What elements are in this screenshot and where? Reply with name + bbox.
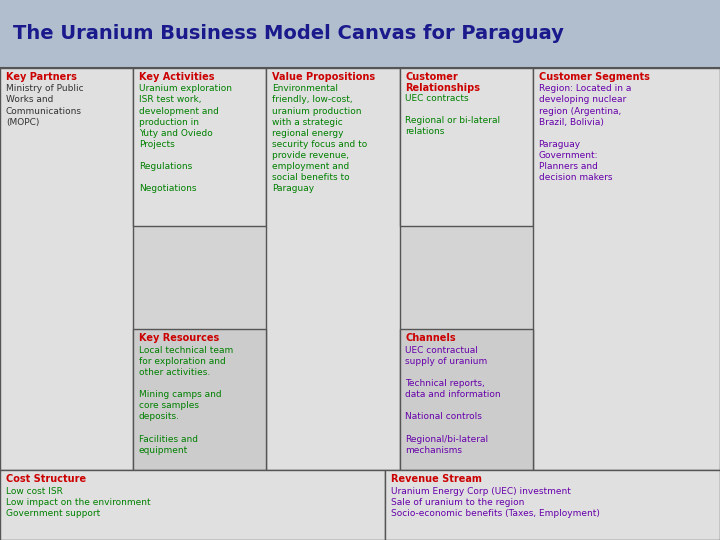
Bar: [266, 68, 400, 470]
Bar: [400, 329, 533, 470]
Bar: [133, 329, 266, 470]
Text: UEC contractual
supply of uranium

Technical reports,
data and information

Nati: UEC contractual supply of uranium Techni…: [405, 346, 501, 455]
Text: Key Activities: Key Activities: [139, 72, 215, 82]
Bar: [400, 68, 533, 226]
Bar: [0, 470, 385, 540]
Text: Ministry of Public
Works and
Communications
(MOPC): Ministry of Public Works and Communicati…: [6, 84, 84, 126]
Text: Uranium Energy Corp (UEC) investment
Sale of uranium to the region
Socio-economi: Uranium Energy Corp (UEC) investment Sal…: [391, 487, 600, 518]
Text: Uranium exploration
ISR test work,
development and
production in
Yuty and Oviedo: Uranium exploration ISR test work, devel…: [139, 84, 232, 193]
Text: Customer
Relationships: Customer Relationships: [405, 72, 480, 93]
Text: The Uranium Business Model Canvas for Paraguay: The Uranium Business Model Canvas for Pa…: [13, 24, 564, 43]
Text: Local technical team
for exploration and
other activities.

Mining camps and
cor: Local technical team for exploration and…: [139, 346, 233, 455]
Text: Revenue Stream: Revenue Stream: [391, 474, 482, 484]
Bar: [533, 68, 720, 470]
Bar: [0, 68, 133, 470]
Text: Key Partners: Key Partners: [6, 72, 76, 82]
Text: Low cost ISR
Low impact on the environment
Government support: Low cost ISR Low impact on the environme…: [6, 487, 150, 518]
Bar: [385, 470, 720, 540]
Bar: [133, 68, 266, 226]
Text: Channels: Channels: [405, 333, 456, 343]
Text: Key Resources: Key Resources: [139, 333, 219, 343]
Bar: [0, 68, 720, 470]
Text: Customer Segments: Customer Segments: [539, 72, 649, 82]
Text: Cost Structure: Cost Structure: [6, 474, 86, 484]
Text: Value Propositions: Value Propositions: [272, 72, 375, 82]
Text: Region: Located in a
developing nuclear
region (Argentina,
Brazil, Bolivia)

Par: Region: Located in a developing nuclear …: [539, 84, 631, 182]
Text: Environmental
friendly, low-cost,
uranium production
with a strategic
regional e: Environmental friendly, low-cost, uraniu…: [272, 84, 367, 193]
Text: UEC contracts

Regional or bi-lateral
relations: UEC contracts Regional or bi-lateral rel…: [405, 94, 500, 137]
Bar: [0, 0, 720, 68]
